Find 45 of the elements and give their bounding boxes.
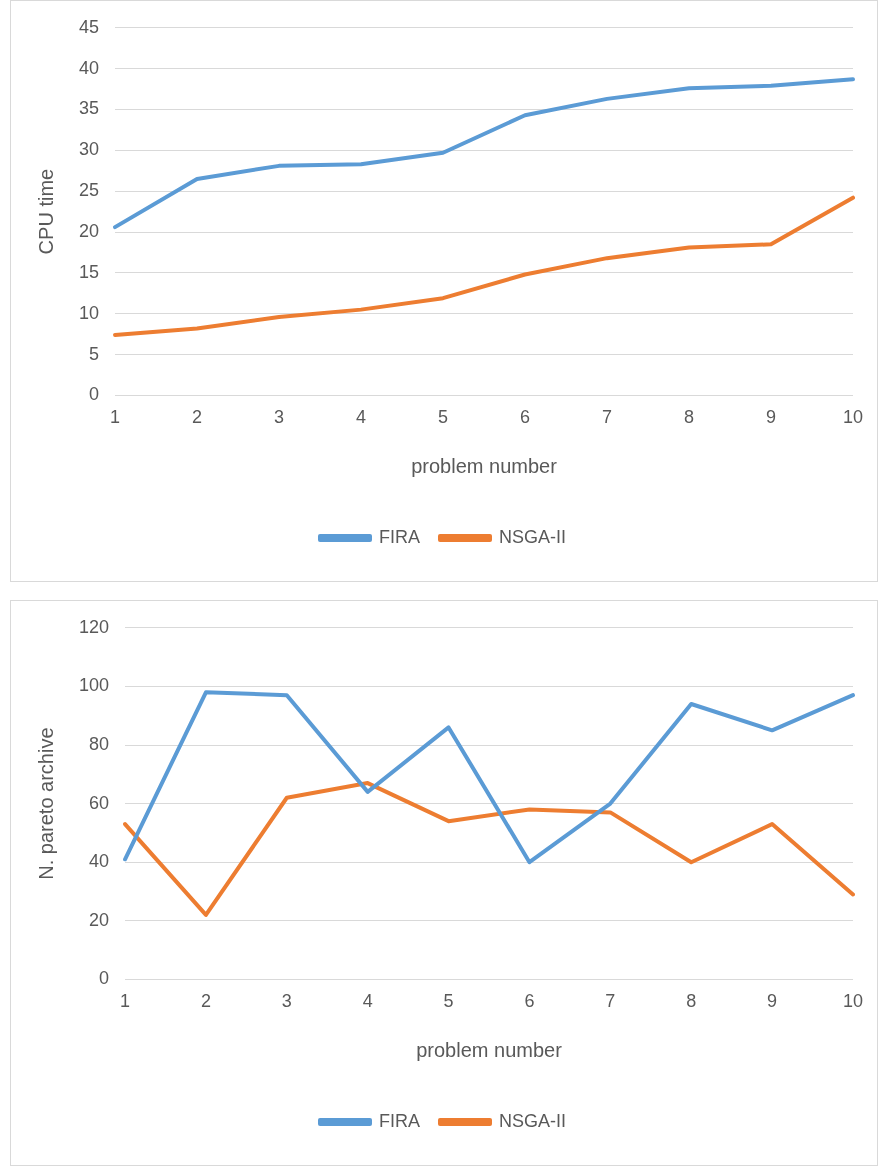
y-tick-label: 80 — [89, 733, 110, 754]
x-tick-label: 3 — [281, 991, 292, 1012]
y-tick-label: 60 — [89, 792, 110, 813]
y-tick-label: 40 — [89, 851, 110, 872]
x-tick-label: 6 — [520, 407, 531, 428]
x-tick-label: 4 — [362, 991, 373, 1012]
x-tick-label: 7 — [605, 991, 616, 1012]
x-axis-title: problem number — [416, 1038, 563, 1061]
y-tick-label: 45 — [78, 16, 100, 37]
x-tick-label: 1 — [120, 991, 131, 1012]
x-tick-label: 10 — [842, 991, 863, 1012]
y-tick-label: 40 — [78, 57, 100, 78]
y-tick-label: 5 — [89, 343, 100, 364]
y-tick-label: 20 — [89, 909, 110, 930]
x-tick-label: 8 — [683, 407, 694, 428]
x-tick-label: 4 — [356, 407, 367, 428]
legend-label: FIRA — [379, 1110, 421, 1131]
x-tick-label: 6 — [524, 991, 535, 1012]
legend-label: NSGA-II — [499, 1110, 567, 1131]
legend-label: NSGA-II — [499, 526, 567, 547]
y-tick-label: 120 — [78, 616, 110, 637]
y-tick-label: 10 — [78, 302, 100, 323]
x-tick-label: 7 — [601, 407, 613, 428]
x-tick-label: 5 — [438, 407, 449, 428]
legend-label: FIRA — [379, 526, 421, 547]
y-tick-label: 15 — [78, 261, 100, 282]
y-tick-label: 100 — [78, 675, 110, 696]
x-tick-label: 2 — [200, 991, 211, 1012]
y-tick-label: 20 — [78, 220, 100, 241]
x-tick-label: 8 — [686, 991, 697, 1012]
y-tick-label: 35 — [78, 98, 100, 119]
x-tick-label: 2 — [192, 407, 203, 428]
x-tick-label: 10 — [842, 407, 863, 428]
y-tick-label: 0 — [99, 968, 110, 989]
x-tick-label: 5 — [443, 991, 454, 1012]
y-tick-label: 0 — [89, 384, 100, 405]
x-tick-label: 9 — [767, 991, 778, 1012]
y-tick-label: 25 — [78, 180, 100, 201]
y-axis-title: N. pareto archive — [34, 727, 57, 880]
y-axis-title: CPU time — [34, 168, 57, 255]
x-tick-label: 9 — [765, 407, 776, 428]
y-tick-label: 30 — [78, 139, 100, 160]
x-tick-label: 1 — [110, 407, 121, 428]
x-tick-label: 3 — [274, 407, 285, 428]
x-axis-title: problem number — [411, 454, 558, 477]
